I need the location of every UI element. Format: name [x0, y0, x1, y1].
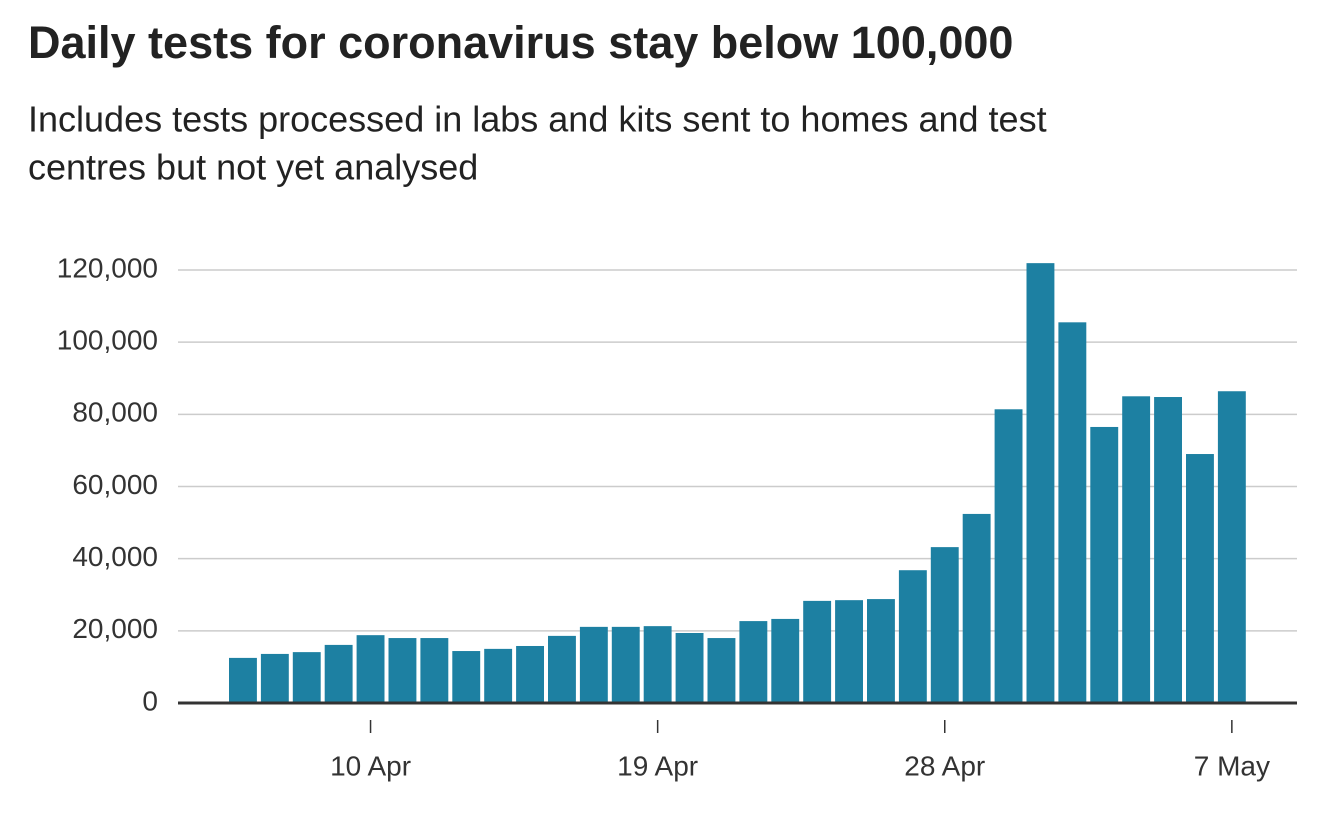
bar: [548, 635, 576, 703]
y-tick-label: 0: [142, 685, 158, 716]
bar: [579, 626, 608, 703]
y-tick-label: 100,000: [57, 325, 158, 356]
chart-subtitle: Includes tests processed in labs and kit…: [28, 99, 1047, 140]
bar: [643, 626, 672, 703]
bar: [707, 638, 736, 703]
x-tick-label: 7 May: [1194, 750, 1270, 781]
y-tick-label: 60,000: [72, 469, 158, 500]
bar: [994, 409, 1023, 703]
bar: [452, 651, 481, 703]
bar: [356, 635, 385, 703]
bar: [611, 626, 640, 703]
bar: [420, 638, 449, 703]
y-tick-label: 120,000: [57, 252, 158, 283]
bar: [260, 653, 289, 703]
x-tick-label: 28 Apr: [904, 750, 985, 781]
bar: [292, 652, 321, 703]
bar: [324, 644, 353, 703]
bar: [1026, 263, 1055, 703]
bar: [1090, 426, 1119, 703]
bar: [229, 657, 257, 703]
bar: [484, 648, 513, 703]
bar: [803, 600, 832, 703]
bar: [1186, 454, 1214, 703]
x-tick-label: 10 Apr: [330, 750, 411, 781]
bar: [1217, 391, 1246, 703]
y-tick-label: 80,000: [72, 397, 158, 428]
bar: [898, 570, 927, 703]
y-tick-label: 20,000: [72, 613, 158, 644]
chart-subtitle: centres but not yet analysed: [28, 147, 478, 188]
bar: [835, 600, 863, 703]
x-tick-label: 19 Apr: [617, 750, 698, 781]
bar: [1154, 397, 1182, 703]
bar: [930, 547, 959, 703]
bar: [675, 632, 704, 703]
bar: [516, 645, 544, 703]
bar: [1058, 322, 1087, 703]
bar: [962, 513, 991, 703]
bar: [771, 618, 800, 703]
bar: [739, 621, 768, 703]
bar: [1122, 396, 1151, 703]
chart-title: Daily tests for coronavirus stay below 1…: [28, 17, 1013, 68]
y-tick-label: 40,000: [72, 541, 158, 572]
bar: [867, 599, 895, 703]
bar: [388, 638, 417, 703]
